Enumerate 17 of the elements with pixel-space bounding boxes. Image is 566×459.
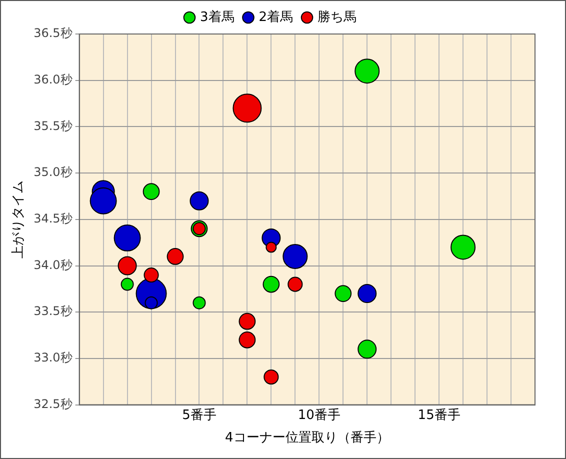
y-axis-title: 上がりタイム [11, 180, 26, 258]
legend-label: 勝ち馬 [318, 10, 357, 25]
y-tick-label: 35.5秒 [34, 118, 72, 133]
x-axis-title: 4コーナー位置取り（番手） [225, 430, 390, 446]
x-tick-label: 15番手 [418, 408, 460, 423]
y-tick-label: 36.5秒 [34, 26, 72, 40]
y-tick-label: 33.0秒 [34, 350, 72, 365]
legend-label: 3着馬 [200, 8, 234, 25]
y-tick-label: 35.0秒 [34, 165, 72, 180]
x-tick-label: 5番手 [182, 408, 216, 423]
legend-label: 2着馬 [258, 8, 294, 25]
y-tick-label: 36.0秒 [34, 72, 72, 86]
y-tick-label: 34.0秒 [34, 258, 72, 272]
x-tick-label: 10番手 [298, 408, 340, 423]
y-tick-label: 33.5秒 [34, 304, 72, 318]
y-tick-label: 34.5秒 [34, 212, 72, 226]
y-tick-label: 32.5秒 [34, 396, 72, 411]
